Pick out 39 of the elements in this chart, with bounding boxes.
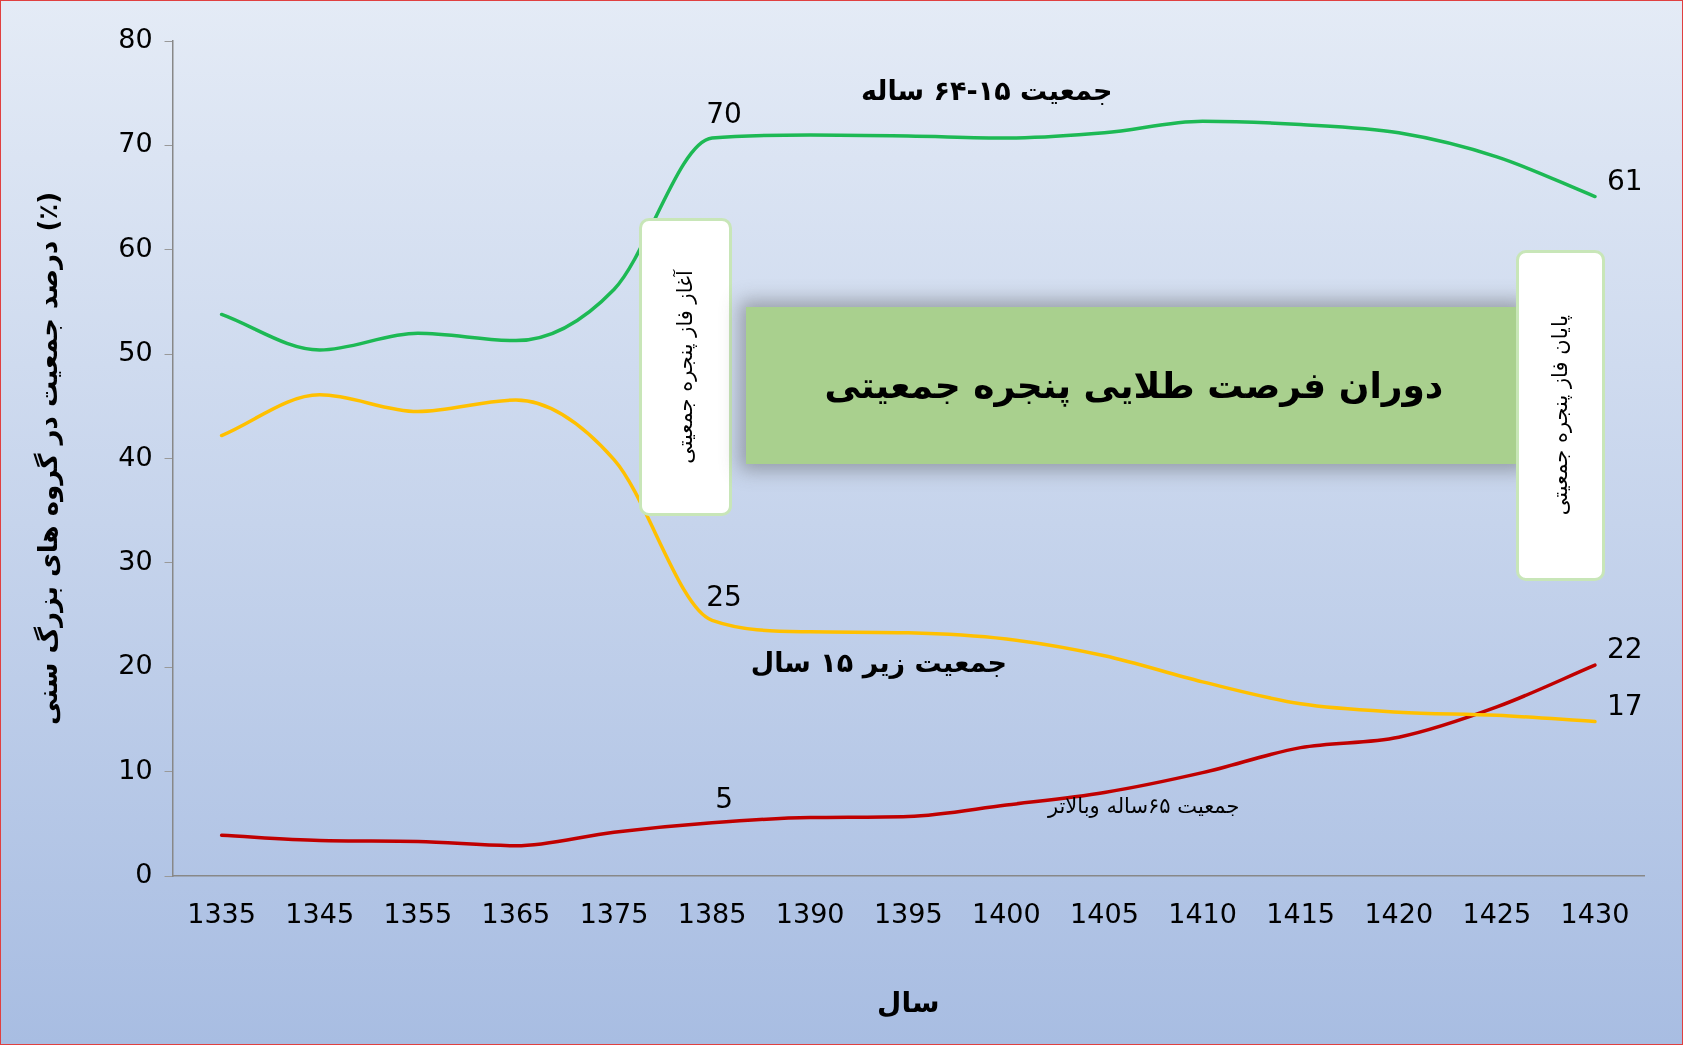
x-tick-label: 1430 bbox=[1560, 898, 1630, 930]
y-tick-label: 40 bbox=[118, 440, 153, 472]
y-tick-label: 50 bbox=[118, 336, 153, 368]
y-tick-label: 10 bbox=[118, 753, 153, 785]
y-tick-label: 0 bbox=[135, 858, 153, 890]
x-tick-label: 1415 bbox=[1266, 898, 1336, 930]
x-tick-label: 1400 bbox=[972, 898, 1041, 930]
x-tick-label: 1410 bbox=[1168, 898, 1237, 930]
x-tick-label: 1375 bbox=[579, 898, 649, 930]
x-tick-label: 1420 bbox=[1364, 898, 1434, 930]
annotation: 5 bbox=[715, 782, 733, 816]
x-tick-label: 1405 bbox=[1070, 898, 1139, 930]
y-tick-label: 80 bbox=[118, 23, 153, 55]
y-tick-label: 30 bbox=[118, 544, 153, 576]
x-tick-label: 1425 bbox=[1462, 898, 1532, 930]
y-tick-label: 60 bbox=[118, 231, 153, 263]
x-tick-label: 1345 bbox=[285, 898, 355, 930]
callout-box: آغاز فاز پنجره جمعیتی bbox=[638, 218, 732, 516]
y-tick-label: 70 bbox=[118, 127, 153, 159]
annotation: 25 bbox=[706, 579, 742, 613]
series-label: جمعیت زیر ۱۵ سال bbox=[750, 647, 1007, 680]
x-tick-label: 1395 bbox=[873, 898, 943, 930]
annotation: پایان فاز پنجره جمعیتی bbox=[1548, 315, 1573, 516]
x-tick-label: 1385 bbox=[677, 898, 747, 930]
annotation: 70 bbox=[706, 97, 742, 131]
annotation: 22 bbox=[1606, 632, 1643, 666]
annotation: آغاز فاز پنجره جمعیتی bbox=[673, 270, 698, 465]
x-axis-title: سال bbox=[877, 986, 940, 1020]
annotation: 61 bbox=[1606, 163, 1643, 197]
x-tick-label: 1335 bbox=[187, 898, 256, 930]
x-tick-label: 1390 bbox=[775, 898, 845, 930]
x-tick-label: 1355 bbox=[383, 898, 453, 930]
x-tick-label: 1365 bbox=[481, 898, 551, 930]
y-axis-title: درصد جمعیت در گروه های بزرگ سنی (٪) bbox=[33, 191, 65, 726]
callout-box: پایان فاز پنجره جمعیتی bbox=[1516, 249, 1605, 581]
annotation: 17 bbox=[1606, 688, 1643, 722]
series-label: جمعیت ۱۵-۶۴ ساله bbox=[860, 75, 1113, 107]
series-label: جمعیت ۶۵ساله وبالاتر bbox=[1046, 793, 1240, 818]
y-tick-label: 20 bbox=[118, 649, 153, 681]
